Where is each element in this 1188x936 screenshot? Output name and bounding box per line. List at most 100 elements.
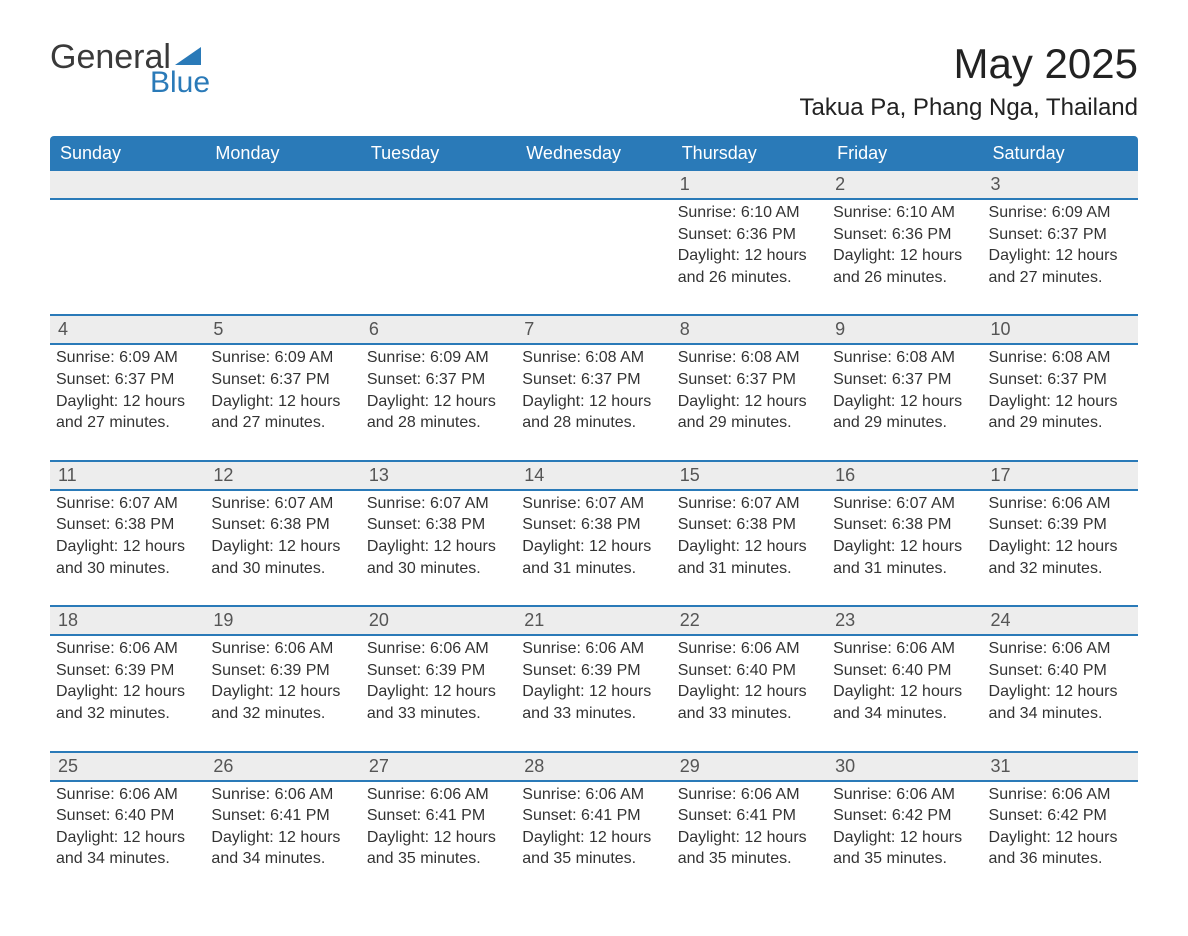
sunset-value: 6:38 PM xyxy=(892,516,952,533)
sunrise-value: 6:09 AM xyxy=(275,349,334,366)
sunrise-label: Sunrise: xyxy=(522,786,581,803)
sunrise-line: Sunrise: 6:06 AM xyxy=(56,784,199,806)
day-number-cell xyxy=(50,171,205,199)
sunrise-value: 6:06 AM xyxy=(585,786,644,803)
sunrise-label: Sunrise: xyxy=(989,204,1048,221)
sunrise-value: 6:06 AM xyxy=(1052,786,1111,803)
day-info-cell: Sunrise: 6:10 AMSunset: 6:36 PMDaylight:… xyxy=(672,199,827,315)
sunrise-line: Sunrise: 6:10 AM xyxy=(678,202,821,224)
sunset-value: 6:37 PM xyxy=(736,371,796,388)
day-number-cell: 10 xyxy=(983,315,1138,344)
day-number-cell: 11 xyxy=(50,461,205,490)
sunset-label: Sunset: xyxy=(833,662,887,679)
day-info: Sunrise: 6:07 AMSunset: 6:38 PMDaylight:… xyxy=(833,491,976,579)
daylight-line: Daylight: 12 hours and 28 minutes. xyxy=(367,391,510,434)
day-number: 7 xyxy=(524,319,534,339)
sunrise-value: 6:06 AM xyxy=(896,786,955,803)
day-number: 2 xyxy=(835,174,845,194)
day-header: Sunday xyxy=(50,136,205,171)
sunrise-label: Sunrise: xyxy=(367,349,426,366)
daylight-line: Daylight: 12 hours and 35 minutes. xyxy=(678,827,821,870)
day-info-cell: Sunrise: 6:07 AMSunset: 6:38 PMDaylight:… xyxy=(50,490,205,606)
day-info-row: Sunrise: 6:07 AMSunset: 6:38 PMDaylight:… xyxy=(50,490,1138,606)
sunrise-value: 6:08 AM xyxy=(585,349,644,366)
day-number-cell: 16 xyxy=(827,461,982,490)
day-number-cell: 31 xyxy=(983,752,1138,781)
sunrise-label: Sunrise: xyxy=(678,495,737,512)
daylight-line: Daylight: 12 hours and 30 minutes. xyxy=(56,536,199,579)
day-info: Sunrise: 6:08 AMSunset: 6:37 PMDaylight:… xyxy=(678,345,821,433)
day-number: 21 xyxy=(524,610,544,630)
day-number-cell: 30 xyxy=(827,752,982,781)
location-text: Takua Pa, Phang Nga, Thailand xyxy=(800,94,1138,122)
page-header: General Blue May 2025 Takua Pa, Phang Ng… xyxy=(50,40,1138,122)
daylight-label: Daylight: xyxy=(989,683,1051,700)
sunset-line: Sunset: 6:41 PM xyxy=(211,805,354,827)
sunset-value: 6:42 PM xyxy=(1047,807,1107,824)
sunset-label: Sunset: xyxy=(678,371,732,388)
sunrise-value: 6:08 AM xyxy=(896,349,955,366)
day-info-cell: Sunrise: 6:06 AMSunset: 6:41 PMDaylight:… xyxy=(205,781,360,896)
day-info-cell: Sunrise: 6:09 AMSunset: 6:37 PMDaylight:… xyxy=(50,344,205,460)
daylight-line: Daylight: 12 hours and 26 minutes. xyxy=(678,245,821,288)
day-info-cell: Sunrise: 6:07 AMSunset: 6:38 PMDaylight:… xyxy=(672,490,827,606)
day-number: 5 xyxy=(213,319,223,339)
day-info: Sunrise: 6:09 AMSunset: 6:37 PMDaylight:… xyxy=(56,345,199,433)
day-number-cell: 23 xyxy=(827,606,982,635)
daylight-label: Daylight: xyxy=(678,538,740,555)
day-number: 30 xyxy=(835,756,855,776)
day-number-cell: 24 xyxy=(983,606,1138,635)
sunrise-label: Sunrise: xyxy=(833,495,892,512)
day-header: Thursday xyxy=(672,136,827,171)
daylight-label: Daylight: xyxy=(678,247,740,264)
sunrise-line: Sunrise: 6:06 AM xyxy=(522,784,665,806)
day-number: 6 xyxy=(369,319,379,339)
daylight-label: Daylight: xyxy=(211,829,273,846)
sunrise-label: Sunrise: xyxy=(367,495,426,512)
sunset-line: Sunset: 6:37 PM xyxy=(989,369,1132,391)
day-number: 12 xyxy=(213,465,233,485)
daylight-line: Daylight: 12 hours and 35 minutes. xyxy=(522,827,665,870)
sunrise-label: Sunrise: xyxy=(989,640,1048,657)
day-number: 28 xyxy=(524,756,544,776)
daylight-line: Daylight: 12 hours and 28 minutes. xyxy=(522,391,665,434)
day-number-cell: 4 xyxy=(50,315,205,344)
day-info-cell: Sunrise: 6:08 AMSunset: 6:37 PMDaylight:… xyxy=(672,344,827,460)
day-info-cell: Sunrise: 6:07 AMSunset: 6:38 PMDaylight:… xyxy=(205,490,360,606)
day-number-cell: 25 xyxy=(50,752,205,781)
sunset-label: Sunset: xyxy=(211,807,265,824)
sunrise-value: 6:08 AM xyxy=(741,349,800,366)
sunrise-line: Sunrise: 6:09 AM xyxy=(989,202,1132,224)
sunset-line: Sunset: 6:37 PM xyxy=(833,369,976,391)
sunrise-line: Sunrise: 6:10 AM xyxy=(833,202,976,224)
sunrise-label: Sunrise: xyxy=(678,640,737,657)
sunrise-label: Sunrise: xyxy=(522,640,581,657)
sunrise-label: Sunrise: xyxy=(367,786,426,803)
daynum-row: 45678910 xyxy=(50,315,1138,344)
day-header: Saturday xyxy=(983,136,1138,171)
day-info-cell: Sunrise: 6:06 AMSunset: 6:41 PMDaylight:… xyxy=(516,781,671,896)
sunrise-value: 6:10 AM xyxy=(741,204,800,221)
sunset-line: Sunset: 6:37 PM xyxy=(678,369,821,391)
sunset-value: 6:41 PM xyxy=(736,807,796,824)
daylight-label: Daylight: xyxy=(833,538,895,555)
day-header: Friday xyxy=(827,136,982,171)
sunrise-value: 6:06 AM xyxy=(430,786,489,803)
daynum-row: 25262728293031 xyxy=(50,752,1138,781)
day-number: 19 xyxy=(213,610,233,630)
sunset-line: Sunset: 6:37 PM xyxy=(367,369,510,391)
day-number: 9 xyxy=(835,319,845,339)
day-info-cell: Sunrise: 6:06 AMSunset: 6:42 PMDaylight:… xyxy=(827,781,982,896)
calendar-page: General Blue May 2025 Takua Pa, Phang Ng… xyxy=(0,0,1188,936)
sunset-label: Sunset: xyxy=(678,226,732,243)
sunrise-value: 6:07 AM xyxy=(896,495,955,512)
sunrise-value: 6:06 AM xyxy=(119,640,178,657)
sunset-value: 6:37 PM xyxy=(581,371,641,388)
daylight-line: Daylight: 12 hours and 36 minutes. xyxy=(989,827,1132,870)
day-info: Sunrise: 6:06 AMSunset: 6:40 PMDaylight:… xyxy=(56,782,199,870)
sunset-value: 6:37 PM xyxy=(426,371,486,388)
day-number-cell: 5 xyxy=(205,315,360,344)
sunset-label: Sunset: xyxy=(989,371,1043,388)
sunrise-value: 6:06 AM xyxy=(119,786,178,803)
daylight-label: Daylight: xyxy=(522,393,584,410)
